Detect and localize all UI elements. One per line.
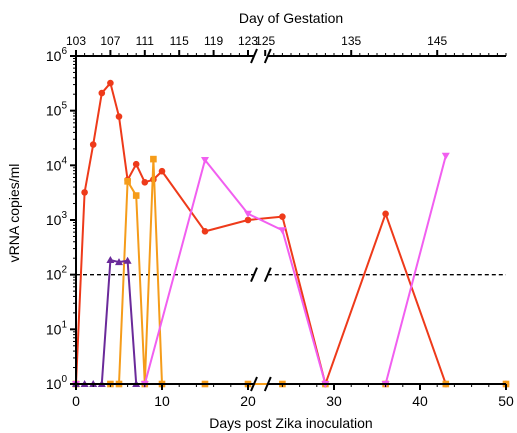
gestation-tick-label-8: 145 xyxy=(427,34,447,48)
gestation-tick-label-1: 107 xyxy=(100,34,120,48)
series-1-point-2 xyxy=(81,189,88,196)
axis-break-mark-top-1 xyxy=(250,48,258,64)
series-2-point-4 xyxy=(124,178,131,185)
series-4-line xyxy=(76,259,138,385)
series-4-point-5 xyxy=(106,256,115,264)
gestation-tick-label-7: 135 xyxy=(341,34,361,48)
gestation-tick-label-6: 125 xyxy=(255,34,275,48)
x-tick-label-5: 50 xyxy=(498,393,514,409)
gestation-tick-label-5: 123 xyxy=(238,34,258,48)
series-4-point-6 xyxy=(115,258,123,266)
x-tick-label-3: 30 xyxy=(326,393,342,409)
y-tick-label-3: 103 xyxy=(46,210,68,228)
y-axis-title: vRNA copies/ml xyxy=(6,164,22,263)
x-tick-label-0: 0 xyxy=(72,393,80,409)
series-1-point-14 xyxy=(279,213,286,220)
y-tick-label-0: 100 xyxy=(46,374,68,392)
axis-break-mark-top-2 xyxy=(263,48,272,64)
series-1-line xyxy=(75,82,506,385)
top-axis-title: Day of Gestation xyxy=(239,10,343,26)
series-2-line xyxy=(76,158,506,385)
series-1-point-6 xyxy=(115,113,123,120)
series-3-line xyxy=(76,155,447,385)
x-tick-label-1: 10 xyxy=(154,393,170,409)
axis-break-mark-threshold-2 xyxy=(263,267,272,283)
series-3-point-5 xyxy=(278,227,287,235)
series-2-point-5 xyxy=(132,192,140,199)
x-axis-title: Days post Zika inoculation xyxy=(209,415,372,431)
gestation-tick-label-4: 119 xyxy=(204,34,223,48)
y-tick-label-4: 104 xyxy=(46,155,68,173)
gestation-tick-label-3: 115 xyxy=(170,34,189,48)
axis-break-mark-bottom-1 xyxy=(250,376,258,392)
series-1-point-11 xyxy=(158,167,166,175)
series-1-point-8 xyxy=(132,160,140,168)
axis-layer: 100 101 102 103 104 105 106 0 10 20 30 40 50 103 107 11… xyxy=(46,34,514,409)
series-1-point-9 xyxy=(141,178,149,186)
series-3-point-4 xyxy=(244,210,252,218)
axis-break-mark-bottom-2 xyxy=(263,376,272,392)
gestation-tick-label-2: 111 xyxy=(136,34,155,48)
series-4-point-7 xyxy=(123,256,132,264)
x-tick-label-4: 40 xyxy=(412,393,428,409)
x-tick-label-2: 20 xyxy=(240,393,256,409)
series-1-point-4 xyxy=(98,89,106,97)
gestation-tick-label-0: 103 xyxy=(66,34,86,48)
y-tick-label-5: 105 xyxy=(46,101,68,119)
series-1-point-12 xyxy=(201,228,209,235)
axis-break-mark-threshold-1 xyxy=(250,267,258,283)
series-3-point-8 xyxy=(441,152,450,160)
series-1-point-13 xyxy=(244,216,252,224)
y-tick-label-1: 101 xyxy=(46,319,68,337)
y-tick-label-2: 102 xyxy=(46,265,68,283)
y-tick-label-6: 106 xyxy=(46,46,68,64)
series-3-point-3 xyxy=(201,157,209,165)
series-1-point-16 xyxy=(382,210,389,218)
series-2-point-7 xyxy=(150,155,157,163)
series-1-point-3 xyxy=(89,141,97,148)
series-layer xyxy=(72,79,510,388)
series-1-point-5 xyxy=(107,79,114,87)
